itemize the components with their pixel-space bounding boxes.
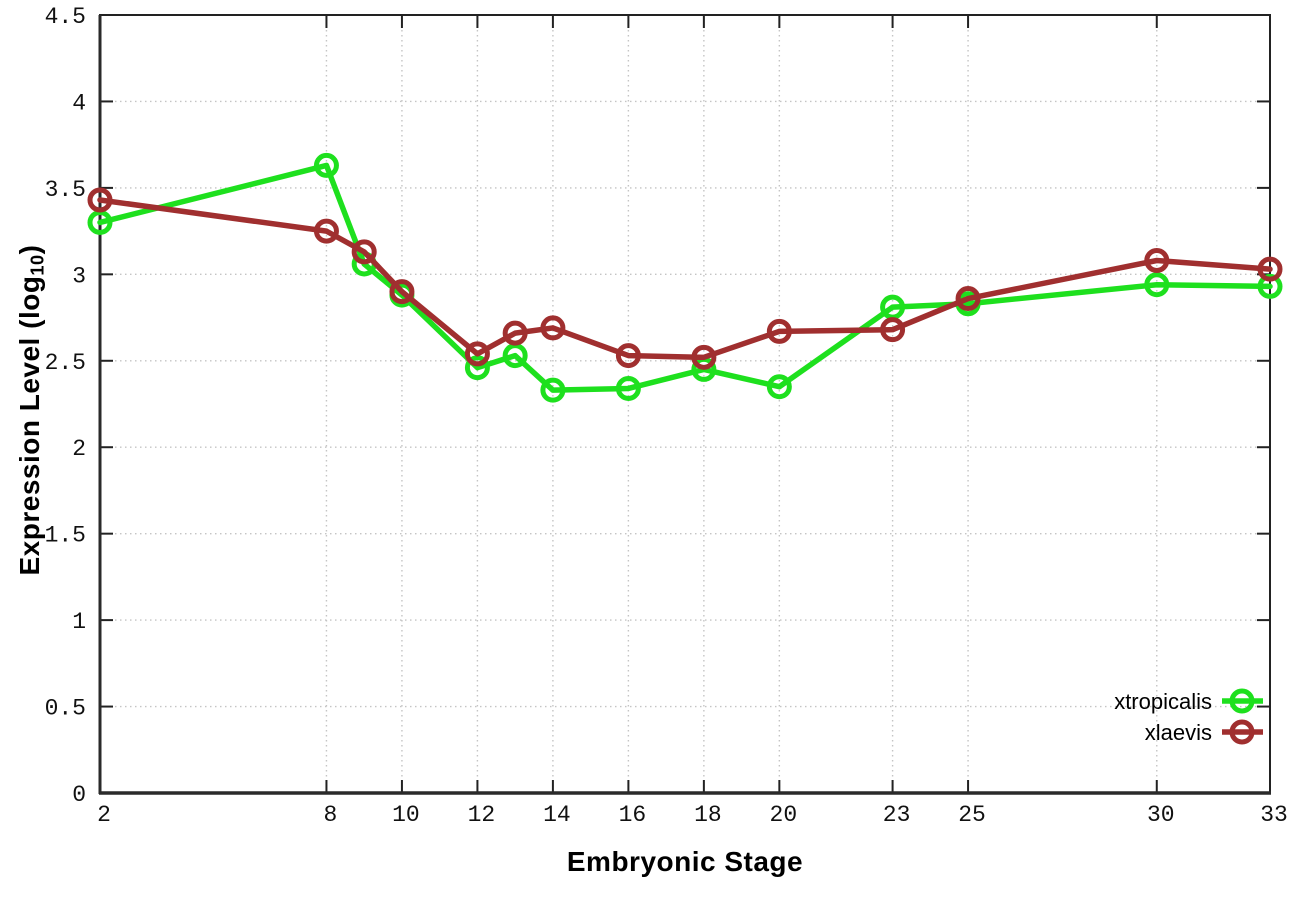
data-point-marker	[540, 377, 566, 403]
data-point-marker	[615, 343, 641, 369]
series-xlaevis	[87, 187, 1283, 370]
y-axis-title-text: Expression Level (log	[14, 275, 45, 576]
x-tick-label: 10	[392, 802, 420, 828]
x-tick-label: 20	[770, 802, 798, 828]
x-tick-label: 18	[694, 802, 722, 828]
y-tick-label: 0	[72, 782, 86, 808]
data-point-marker	[351, 239, 377, 265]
x-tick-label: 8	[324, 802, 338, 828]
data-point-marker	[464, 341, 490, 367]
x-axis-title: Embryonic Stage	[566, 846, 804, 877]
y-tick-label: 2.5	[45, 350, 86, 376]
gridlines	[99, 14, 1271, 794]
legend-sample-marker	[1229, 688, 1255, 714]
y-axis-title-suffix: )	[14, 244, 45, 255]
data-point-marker	[766, 374, 792, 400]
y-tick-label: 3	[72, 263, 86, 289]
data-point-marker	[1257, 256, 1283, 282]
y-tick-label: 2	[72, 436, 86, 462]
x-tick-label: 33	[1260, 802, 1288, 828]
legend-label-xtropicalis: xtropicalis	[1114, 689, 1212, 714]
y-tick-label: 1.5	[45, 523, 86, 549]
data-point-marker	[313, 152, 339, 178]
data-point-marker	[313, 218, 339, 244]
legend-label-xlaevis: xlaevis	[1145, 720, 1212, 745]
x-tick-label: 16	[619, 802, 647, 828]
data-point-marker	[766, 318, 792, 344]
tick-marks	[99, 14, 1271, 794]
y-tick-label: 3.5	[45, 177, 86, 203]
data-point-marker	[691, 344, 717, 370]
y-tick-label: 4.5	[45, 4, 86, 30]
data-point-marker	[540, 315, 566, 341]
data-point-marker	[1257, 273, 1283, 299]
x-tick-label: 25	[958, 802, 986, 828]
legend-sample-marker	[1229, 719, 1255, 745]
legend: xtropicalis xlaevis	[1114, 688, 1263, 745]
data-point-marker	[464, 355, 490, 381]
plot-border	[99, 14, 1271, 794]
data-point-marker	[880, 317, 906, 343]
series-xtropicalis	[87, 152, 1283, 403]
data-point-marker	[1144, 248, 1170, 274]
x-tick-label: 30	[1147, 802, 1175, 828]
data-point-marker	[389, 279, 415, 305]
x-tick-label: 2	[97, 802, 111, 828]
series-line	[97, 197, 1273, 361]
data-point-marker	[1144, 272, 1170, 298]
y-axis-title-subscript: 10	[27, 254, 48, 276]
data-point-marker	[615, 375, 641, 401]
x-tick-label: 14	[543, 802, 571, 828]
data-point-marker	[87, 187, 113, 213]
data-point-marker	[955, 286, 981, 312]
y-axis-title: Expression Level (log10)	[14, 245, 49, 576]
data-point-marker	[502, 320, 528, 346]
y-tick-label: 4	[72, 90, 86, 116]
x-tick-label: 23	[883, 802, 911, 828]
y-tick-label: 0.5	[45, 696, 86, 722]
tick-labels: 0 0.5 1 1.5 2 2.5 3 3.5 4 4.5 2 8 10 12 14 16 18 20 23 25 30…	[45, 4, 1288, 828]
y-tick-label: 1	[72, 609, 86, 635]
x-tick-label: 12	[468, 802, 496, 828]
